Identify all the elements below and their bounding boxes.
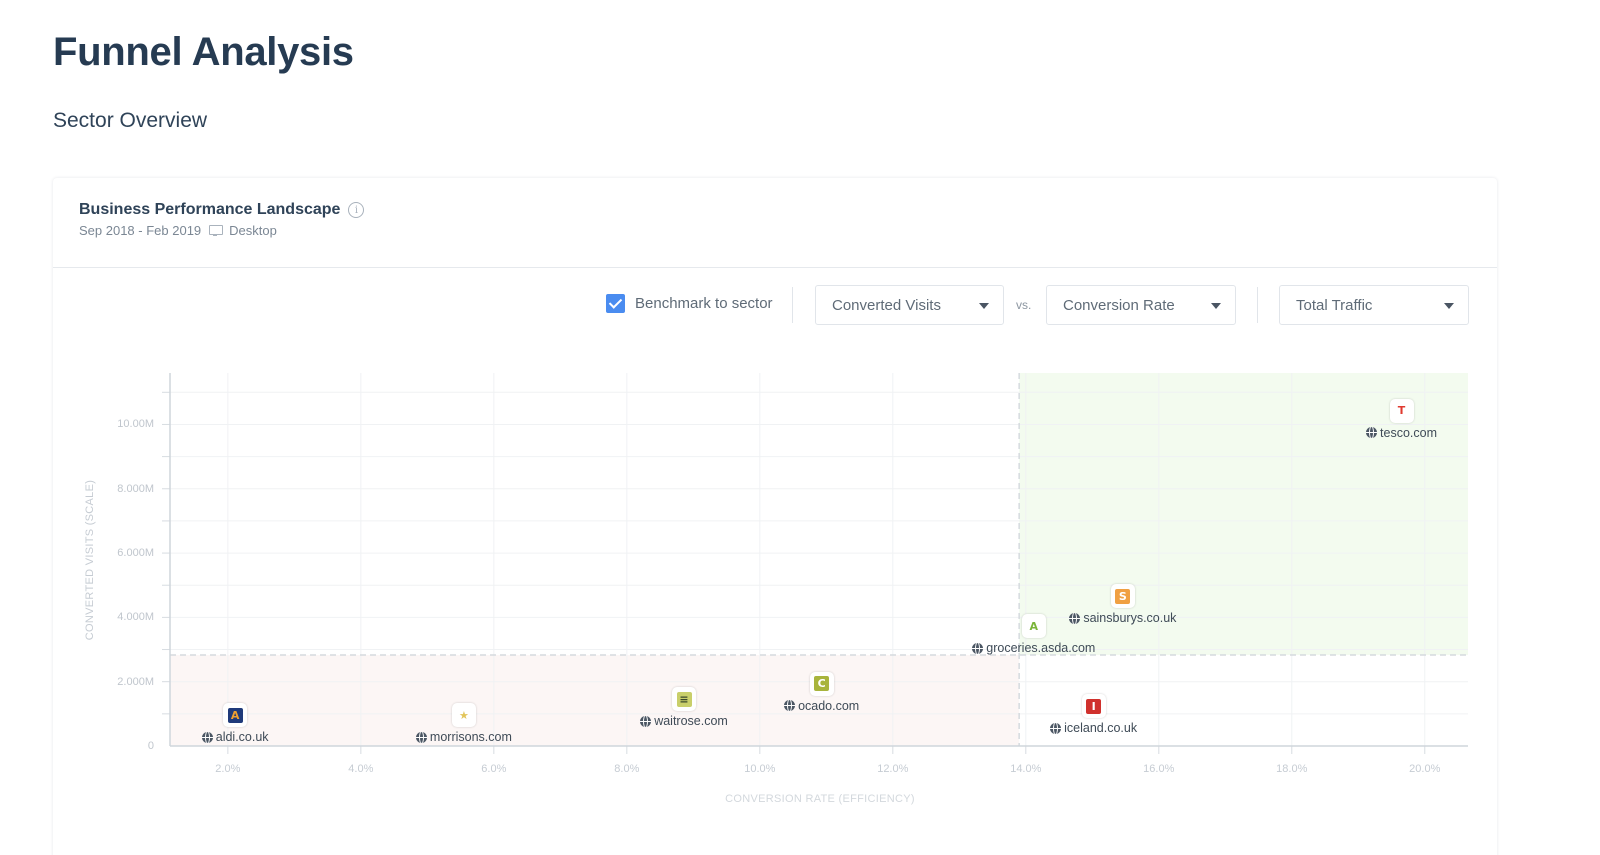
brand-logo-icon: C <box>814 676 830 692</box>
y-tick-label: 6.000M <box>117 547 154 560</box>
site-label[interactable]: sainsburys.co.uk <box>1069 611 1176 625</box>
x-tick-label: 10.0% <box>744 763 776 775</box>
site-label[interactable]: waitrose.com <box>640 714 728 728</box>
site-name: morrisons.com <box>429 730 512 745</box>
divider <box>1257 287 1258 323</box>
globe-icon <box>415 731 427 743</box>
site-logo-icon[interactable]: ★ <box>451 703 476 728</box>
caret-down-icon <box>1444 303 1454 309</box>
globe-icon <box>972 642 984 654</box>
brand-logo-icon: A <box>227 707 243 723</box>
site-name: groceries.asda.com <box>986 641 1096 656</box>
globe-icon <box>784 700 796 712</box>
x-tick-label: 14.0% <box>1010 763 1042 775</box>
brand-logo-icon: S <box>1115 588 1131 604</box>
monitor-icon <box>209 224 224 237</box>
site-logo-icon[interactable]: ≡ <box>672 687 696 712</box>
device-label: Desktop <box>229 223 277 238</box>
chart-controls: Benchmark to sector Converted Visits vs.… <box>53 285 1497 325</box>
caret-down-icon <box>1211 303 1221 309</box>
card-title-text: Business Performance Landscape <box>79 201 341 218</box>
x-tick-label: 16.0% <box>1143 763 1175 775</box>
info-icon[interactable]: i <box>348 202 365 218</box>
x-axis-label: CONVERSION RATE (EFFICIENCY) <box>725 793 915 805</box>
site-logo-icon[interactable]: T <box>1389 398 1414 423</box>
site-label[interactable]: aldi.co.uk <box>201 730 269 745</box>
card-title: Business Performance Landscape i <box>79 201 365 219</box>
page-title: Funnel Analysis <box>53 30 354 74</box>
site-name: waitrose.com <box>654 714 728 729</box>
x-tick-label: 2.0% <box>215 763 241 775</box>
x-tick-label: 4.0% <box>348 763 374 775</box>
y-tick-label: 2.000M <box>117 675 154 688</box>
site-logo-icon[interactable]: A <box>223 703 248 728</box>
globe-icon <box>201 731 213 743</box>
x-tick-label: 12.0% <box>877 763 909 775</box>
page-subtitle: Sector Overview <box>53 109 208 132</box>
vs-label: vs. <box>1016 298 1032 312</box>
x-tick-label: 8.0% <box>614 763 640 775</box>
y-tick-label: 10.00M <box>117 418 154 431</box>
globe-icon <box>1050 722 1062 734</box>
benchmark-label: Benchmark to sector <box>635 295 773 312</box>
x-tick-label: 18.0% <box>1276 763 1308 775</box>
x-tick-label: 6.0% <box>481 763 507 775</box>
y-axis-label: CONVERTED VISITS (SCALE) <box>84 479 96 641</box>
data-point-waitrose-com[interactable]: ≡ waitrose.com <box>640 687 728 728</box>
divider <box>792 287 793 323</box>
globe-icon <box>640 715 652 727</box>
globe-icon <box>1069 612 1081 624</box>
caret-down-icon <box>979 303 989 309</box>
site-label[interactable]: morrisons.com <box>415 730 512 745</box>
y-tick-label: 8.000M <box>117 482 154 495</box>
brand-logo-icon: A <box>1026 618 1042 634</box>
size-metric-value: Total Traffic <box>1296 296 1373 314</box>
y-metric-value: Converted Visits <box>832 296 941 314</box>
site-logo-icon[interactable]: C <box>809 671 834 696</box>
site-logo-icon[interactable]: S <box>1110 584 1135 609</box>
data-point-morrisons-com[interactable]: ★ morrisons.com <box>415 703 512 744</box>
brand-logo-icon: ≡ <box>676 691 692 707</box>
x-tick-label: 20.0% <box>1409 763 1441 775</box>
globe-icon <box>1366 427 1378 439</box>
card-meta: Sep 2018 - Feb 2019 Desktop <box>79 223 277 238</box>
site-label[interactable]: ocado.com <box>784 699 859 713</box>
y-tick-label: 0 <box>147 740 154 752</box>
brand-logo-icon: T <box>1394 403 1409 419</box>
x-metric-dropdown[interactable]: Conversion Rate <box>1046 285 1236 325</box>
site-name: sainsburys.co.uk <box>1083 611 1177 626</box>
site-label[interactable]: groceries.asda.com <box>972 641 1095 655</box>
site-name: aldi.co.uk <box>215 730 269 745</box>
brand-logo-icon: ★ <box>456 707 472 723</box>
laggard-quadrant <box>170 655 1020 746</box>
site-label[interactable]: iceland.co.uk <box>1050 721 1137 735</box>
x-metric-value: Conversion Rate <box>1063 296 1175 314</box>
checkbox-checked-icon[interactable] <box>606 294 625 313</box>
site-name: tesco.com <box>1380 425 1437 440</box>
site-name: iceland.co.uk <box>1064 721 1138 736</box>
site-label[interactable]: tesco.com <box>1366 426 1437 440</box>
size-metric-dropdown[interactable]: Total Traffic <box>1279 285 1469 325</box>
site-logo-icon[interactable]: I <box>1081 694 1106 719</box>
date-range: Sep 2018 - Feb 2019 <box>79 223 202 238</box>
y-tick-label: 4.000M <box>117 611 154 624</box>
site-logo-icon[interactable]: A <box>1021 614 1046 639</box>
benchmark-checkbox[interactable]: Benchmark to sector <box>606 294 773 313</box>
brand-logo-icon: I <box>1086 698 1102 714</box>
card-header: Business Performance Landscape i Sep 201… <box>53 178 1497 268</box>
site-name: ocado.com <box>798 698 860 713</box>
y-metric-dropdown[interactable]: Converted Visits <box>815 285 1004 325</box>
